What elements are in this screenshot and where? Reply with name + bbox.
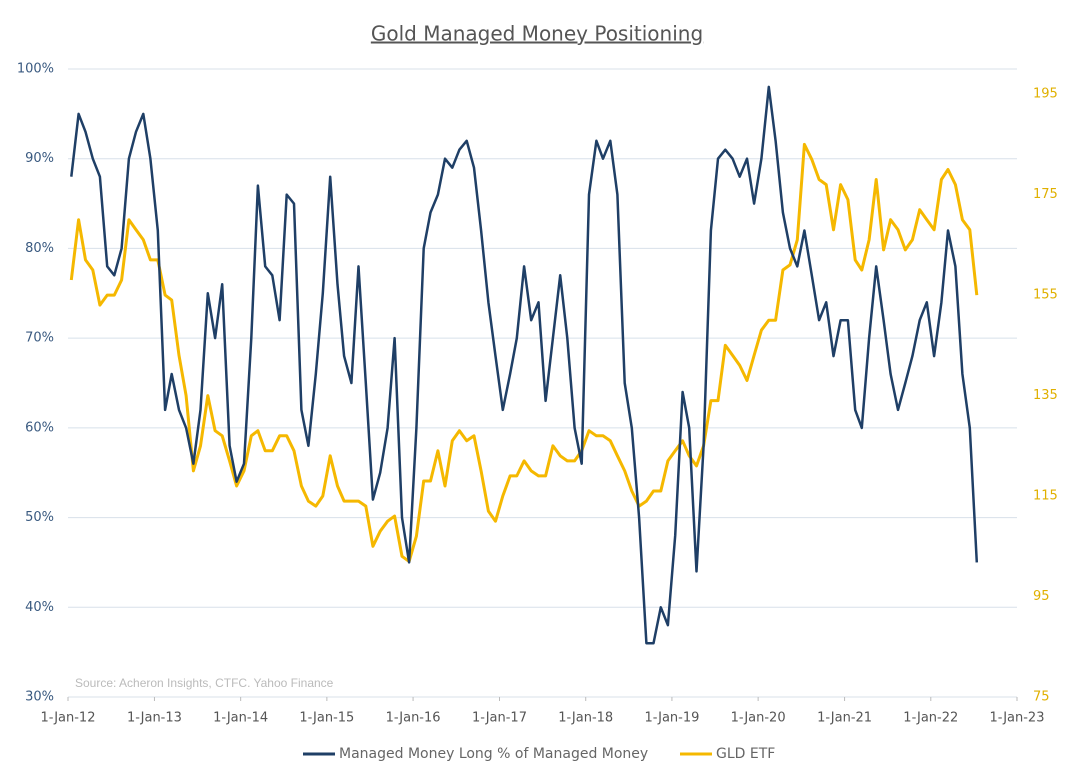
x-tick-label: 1-Jan-23 xyxy=(990,711,1045,726)
x-tick-label: 1-Jan-19 xyxy=(644,711,699,726)
x-tick-label: 1-Jan-21 xyxy=(817,711,872,726)
y-tick-label: 100% xyxy=(17,62,54,77)
y2-tick-label: 135 xyxy=(1033,388,1058,403)
y2-tick-label: 75 xyxy=(1033,690,1050,705)
y-tick-label: 70% xyxy=(25,331,54,346)
x-tick-label: 1-Jan-13 xyxy=(127,711,182,726)
y-tick-label: 60% xyxy=(25,420,54,435)
y2-tick-label: 115 xyxy=(1033,489,1058,504)
y-tick-label: 30% xyxy=(25,690,54,705)
legend-label: Managed Money Long % of Managed Money xyxy=(339,746,648,762)
chart-title: Gold Managed Money Positioning xyxy=(371,22,703,46)
y2-tick-label: 95 xyxy=(1033,589,1050,604)
y2-tick-label: 155 xyxy=(1033,288,1058,303)
y2-tick-label: 195 xyxy=(1033,87,1058,102)
y-tick-label: 40% xyxy=(25,600,54,615)
series-line xyxy=(70,85,979,645)
series-line xyxy=(69,142,979,563)
legend-label: GLD ETF xyxy=(716,746,775,762)
x-tick-label: 1-Jan-20 xyxy=(731,711,786,726)
x-tick-label: 1-Jan-18 xyxy=(558,711,613,726)
x-tick-label: 1-Jan-22 xyxy=(903,711,958,726)
x-tick-label: 1-Jan-16 xyxy=(386,711,441,726)
x-tick-label: 1-Jan-17 xyxy=(472,711,527,726)
x-tick-label: 1-Jan-15 xyxy=(299,711,354,726)
y-tick-label: 50% xyxy=(25,510,54,525)
y-tick-label: 90% xyxy=(25,151,54,166)
x-tick-label: 1-Jan-14 xyxy=(213,711,268,726)
source-note: Source: Acheron Insights, CTFC. Yahoo Fi… xyxy=(75,676,334,690)
x-tick-label: 1-Jan-12 xyxy=(41,711,96,726)
y2-tick-label: 175 xyxy=(1033,187,1058,202)
y-tick-label: 80% xyxy=(25,241,54,256)
